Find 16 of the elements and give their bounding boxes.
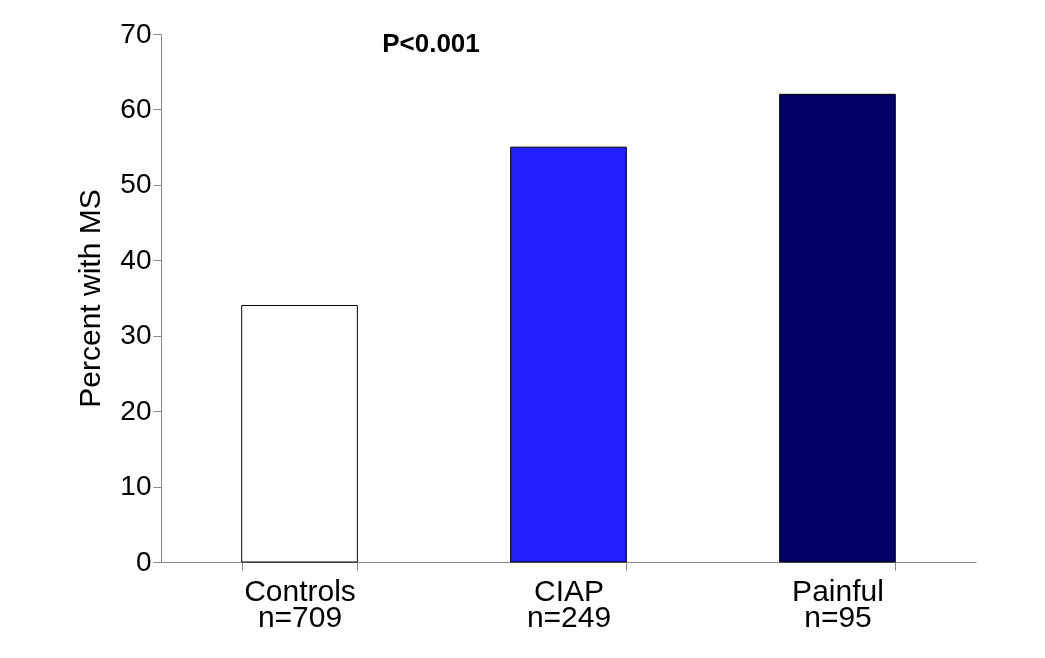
y-tick-label: 30 [120,319,152,351]
bar [510,146,627,563]
y-tick-label: 10 [120,470,152,502]
y-tick-label: 50 [120,168,152,200]
y-tick-label: 60 [120,92,152,124]
x-tick-label: Controls n=709 [244,573,356,633]
bar [241,305,358,563]
x-tick-label: CIAP n=249 [526,573,612,633]
y-tick-label: 20 [120,394,152,426]
y-axis-title: Percent with MS [73,189,107,408]
y-tick-label: 0 [135,545,152,577]
bar [779,93,896,563]
y-tick-label: 70 [120,17,152,49]
y-tick-label: 40 [120,243,152,275]
annotation: P<0.001 [382,28,480,58]
x-tick-label: Painful n=95 [792,573,884,633]
